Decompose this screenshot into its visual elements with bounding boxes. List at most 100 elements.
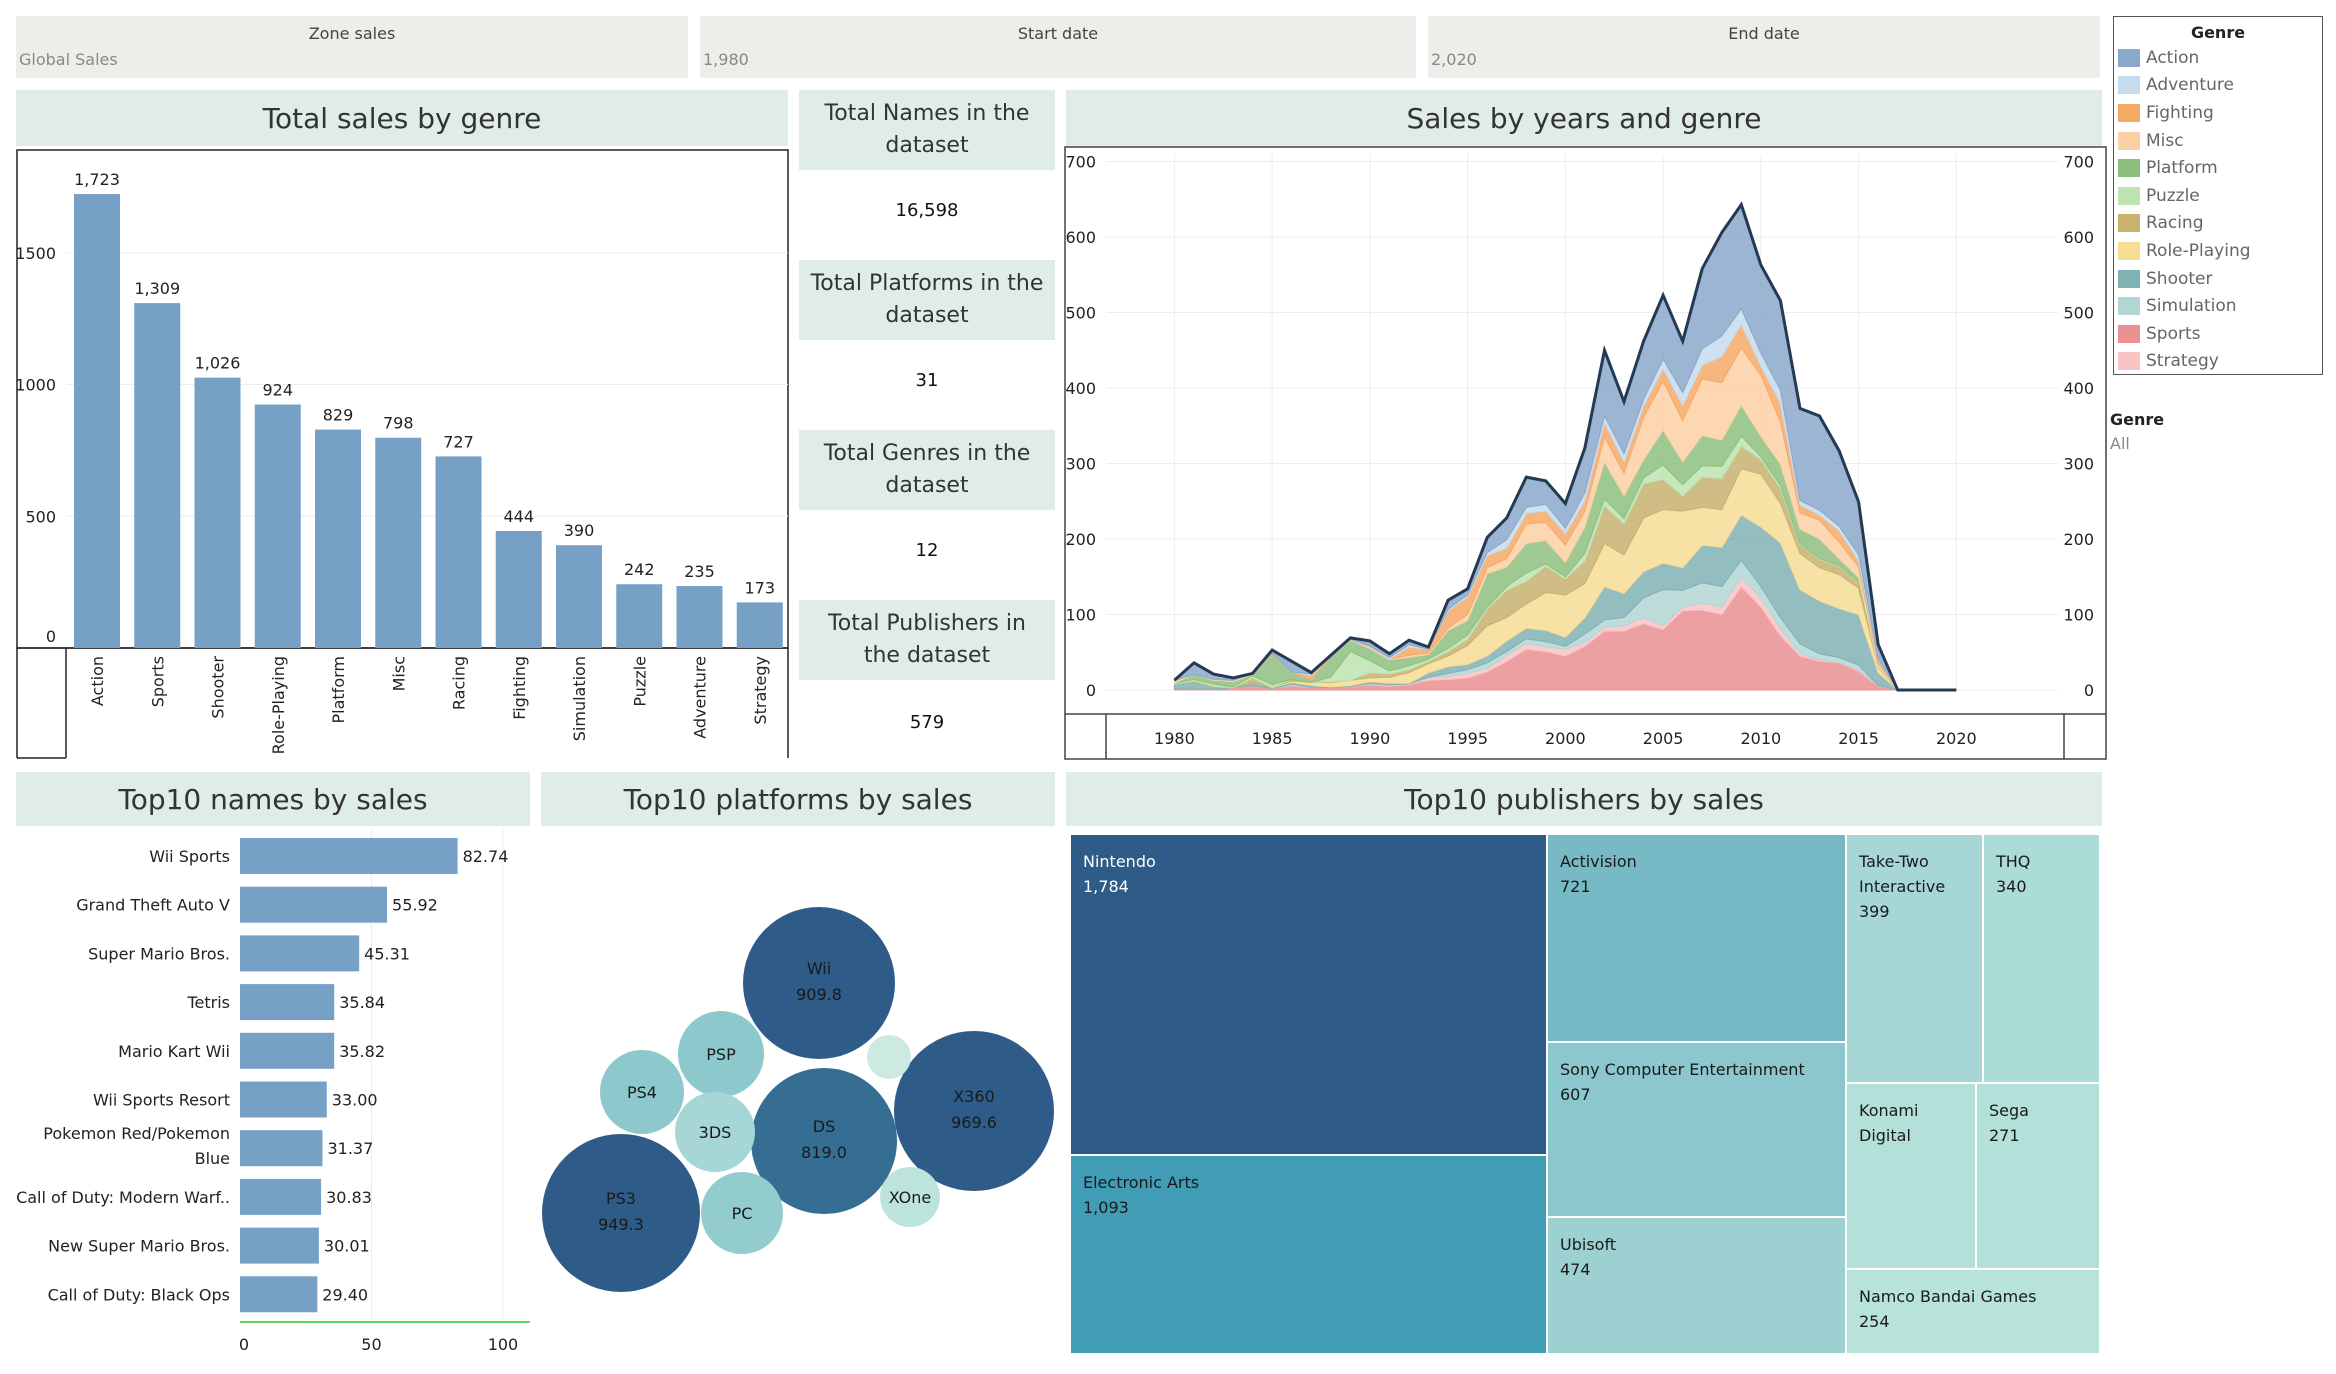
legend-item[interactable]: Action	[2114, 44, 2322, 72]
legend-item[interactable]: Simulation	[2114, 292, 2322, 320]
legend-label: Role-Playing	[2146, 240, 2251, 261]
end-date-label: End date	[1728, 24, 1800, 43]
bar	[315, 429, 361, 648]
category-label: Pokemon Red/Pokemon	[43, 1124, 230, 1143]
category-label: Strategy	[751, 656, 770, 725]
treemap-label: Sega	[1989, 1101, 2029, 1120]
bubble	[675, 1092, 755, 1172]
bar	[375, 437, 422, 648]
legend-item[interactable]: Misc	[2114, 127, 2322, 155]
legend-swatch	[2118, 131, 2140, 150]
treemap-cell[interactable]: Take-Two Interactive 399	[1846, 834, 1983, 1083]
category-label: Fighting	[510, 656, 529, 720]
treemap-cell[interactable]: Ubisoft 474	[1547, 1217, 1846, 1354]
end-date-value[interactable]: 2,020	[1431, 50, 1477, 69]
treemap-cell[interactable]: Namco Bandai Games 254	[1846, 1269, 2100, 1354]
bar-value-label: 45.31	[364, 944, 410, 963]
y-tick-label: 1000	[16, 376, 56, 395]
y-tick-label-left: 600	[1065, 228, 1096, 247]
category-label: Call of Duty: Black Ops	[48, 1285, 230, 1304]
legend-item[interactable]: Sports	[2114, 320, 2322, 348]
treemap-cell[interactable]: Konami Digital	[1846, 1083, 1976, 1269]
legend-item[interactable]: Platform	[2114, 154, 2322, 182]
legend-item[interactable]: Fighting	[2114, 99, 2322, 127]
category-label: Adventure	[691, 656, 710, 739]
bar	[254, 404, 301, 648]
category-label: Racing	[450, 656, 469, 710]
legend-label: Shooter	[2146, 268, 2213, 289]
treemap-cell[interactable]: Electronic Arts 1,093	[1070, 1155, 1547, 1354]
category-label: Sports	[148, 656, 167, 707]
years-genre-title: Sales by years and genre	[1066, 90, 2102, 146]
kpi-platforms-header: Total Platforms in the dataset	[799, 260, 1055, 340]
bubble-value: 969.6	[951, 1113, 997, 1132]
bar-value-label: 235	[684, 562, 715, 581]
treemap-cell[interactable]: Sony Computer Entertainment 607	[1547, 1042, 1846, 1217]
bar-value-label: 82.74	[463, 847, 509, 866]
y-tick-label-left: 200	[1065, 530, 1096, 549]
legend-label: Adventure	[2146, 75, 2234, 96]
legend-item[interactable]: Role-Playing	[2114, 237, 2322, 265]
y-tick-label-right: 400	[2063, 379, 2094, 398]
x-tick-label: 1995	[1447, 729, 1488, 748]
top-publishers-treemap: Nintendo 1,784 Electronic Arts 1,093 Activis…	[1070, 834, 2100, 1354]
end-date-filter[interactable]: End date 2,020	[1428, 16, 2100, 78]
bubble-value: 949.3	[598, 1215, 644, 1234]
legend-label: Strategy	[2146, 351, 2219, 372]
bubble	[542, 1134, 700, 1292]
start-date-filter[interactable]: Start date 1,980	[700, 16, 1416, 78]
treemap-cell[interactable]: Sega 271	[1976, 1083, 2100, 1269]
bar-value-label: 31.37	[327, 1139, 373, 1158]
legend-item[interactable]: Shooter	[2114, 265, 2322, 293]
category-label: Simulation	[570, 656, 589, 741]
legend-item[interactable]: Racing	[2114, 210, 2322, 238]
bubble-value: 819.0	[801, 1143, 847, 1162]
bar-value-label: 55.92	[392, 896, 438, 915]
legend-item[interactable]: Strategy	[2114, 348, 2322, 376]
start-date-value[interactable]: 1,980	[703, 50, 749, 69]
bubble-name: Wii	[807, 959, 831, 978]
treemap-label: THQ	[1996, 852, 2031, 871]
legend-swatch	[2118, 186, 2140, 205]
bar-value-label: 35.84	[339, 993, 385, 1012]
y-tick-label-right: 0	[2084, 681, 2094, 700]
y-tick-label-right: 100	[2063, 606, 2094, 625]
bar	[240, 1276, 318, 1313]
bar-value-label: 444	[503, 507, 534, 526]
bar-value-label: 30.01	[324, 1237, 370, 1256]
treemap-cell[interactable]: Nintendo 1,784	[1070, 834, 1547, 1155]
top-publishers-title: Top10 publishers by sales	[1066, 772, 2102, 826]
legend-item[interactable]: Adventure	[2114, 72, 2322, 100]
treemap-cell[interactable]: THQ 340	[1983, 834, 2100, 1083]
bubble-name: DS	[813, 1117, 835, 1136]
bar	[134, 303, 181, 648]
x-tick-label: 1980	[1154, 729, 1195, 748]
x-tick-label: 2015	[1838, 729, 1879, 748]
bar-value-label: 1,026	[195, 354, 241, 373]
category-label: Grand Theft Auto V	[76, 896, 230, 915]
bar	[240, 1032, 335, 1069]
bubble	[867, 1035, 911, 1079]
treemap-label: Take-Two Interactive	[1859, 852, 1946, 896]
treemap-cell[interactable]: Activision 721	[1547, 834, 1846, 1042]
legend-label: Platform	[2146, 158, 2218, 179]
y-tick-label: 500	[25, 507, 56, 526]
legend-label: Sports	[2146, 323, 2201, 344]
kpi-names-header: Total Names in the dataset	[799, 90, 1055, 170]
zone-sales-filter[interactable]: Zone sales Global Sales	[16, 16, 688, 78]
zone-sales-value[interactable]: Global Sales	[19, 50, 118, 69]
category-label: Misc	[389, 656, 408, 691]
treemap-value: 474	[1560, 1260, 1591, 1279]
y-tick-label: 1500	[16, 244, 56, 263]
y-tick-label-left: 700	[1065, 153, 1096, 172]
category-label: Puzzle	[630, 656, 649, 707]
bar-value-label: 798	[383, 414, 414, 433]
zone-sales-label: Zone sales	[308, 24, 396, 43]
treemap-value: 1,784	[1083, 877, 1129, 896]
legend-swatch	[2118, 297, 2140, 316]
bubble	[751, 1068, 897, 1214]
legend-item[interactable]: Puzzle	[2114, 182, 2322, 210]
bubble	[894, 1031, 1054, 1191]
genre-filter-value[interactable]: All	[2110, 434, 2130, 453]
bar	[495, 531, 542, 648]
